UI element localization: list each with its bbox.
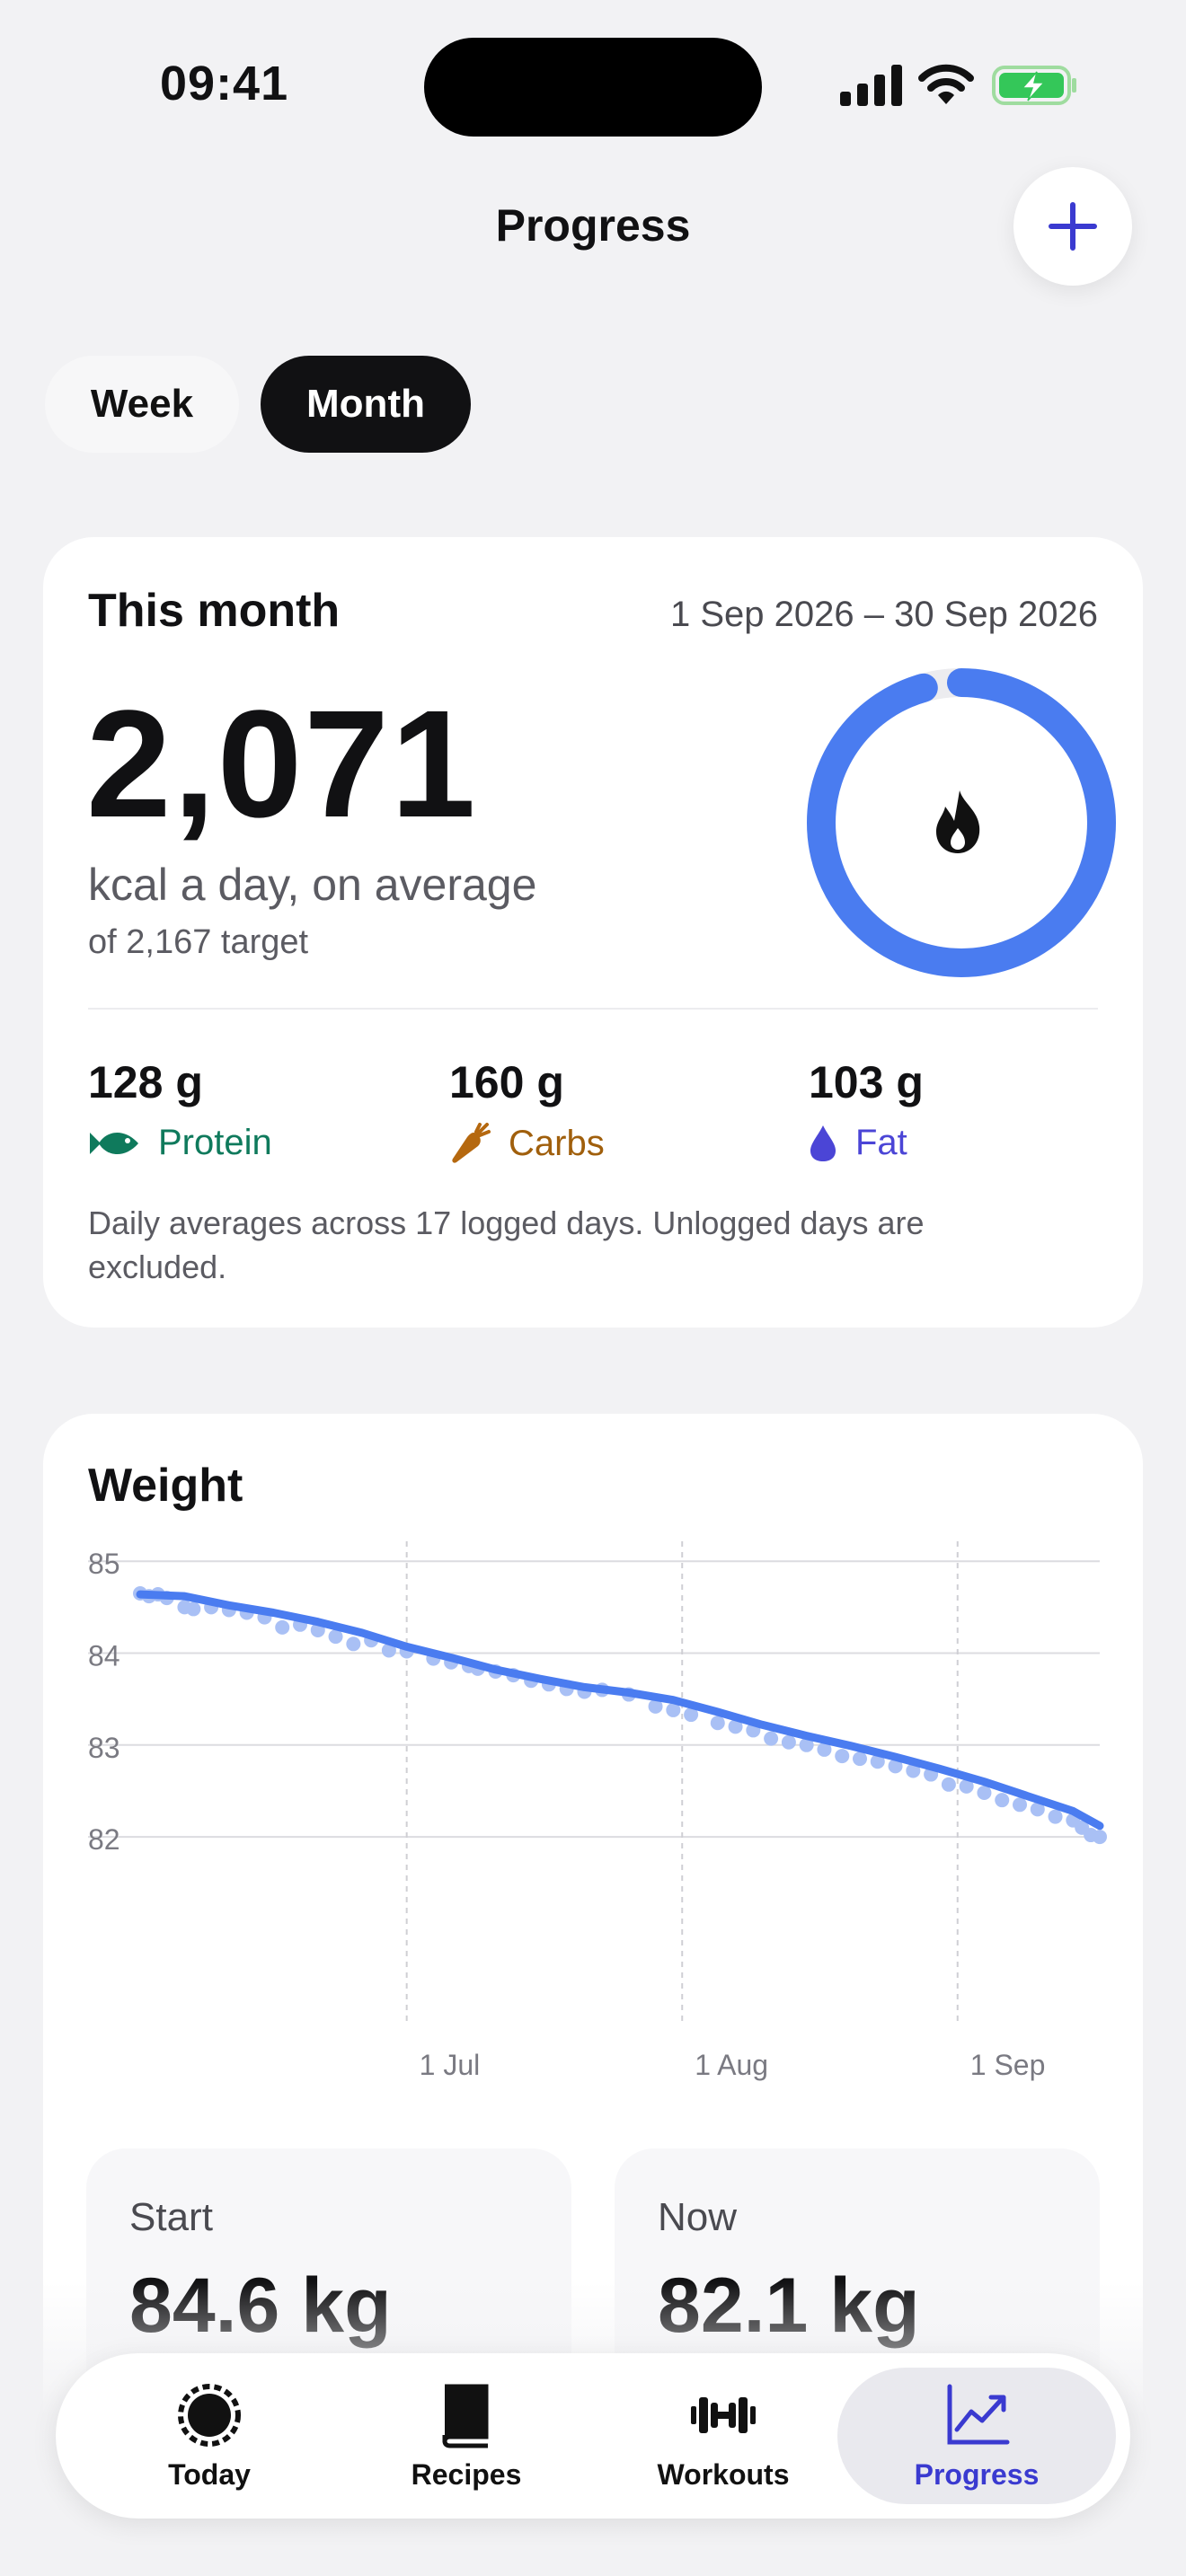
weight-point (186, 1601, 201, 1617)
weight-point (781, 1734, 796, 1750)
weight-point (817, 1742, 832, 1757)
tab-workouts[interactable]: Workouts (584, 2368, 863, 2504)
page-title: Progress (495, 200, 691, 251)
tab-workouts-label: Workouts (657, 2457, 790, 2491)
chart-trend-icon (947, 2384, 1010, 2444)
weight-point (346, 1636, 361, 1652)
weight-point (381, 1643, 396, 1658)
weight-point (799, 1737, 814, 1752)
weight-trend-line (136, 1590, 1104, 1831)
weight-point (648, 1698, 663, 1714)
weight-point (888, 1759, 903, 1774)
weight-point (941, 1777, 956, 1792)
weight-chart: 85 84 83 82 1 Jul 1 Aug 1 Sep (88, 1539, 1107, 2081)
dynamic-island (424, 38, 762, 137)
today-ring-icon (178, 2383, 241, 2447)
weight-point (1030, 1802, 1045, 1817)
add-entry-button[interactable] (1013, 167, 1132, 286)
averages-note: Daily averages across 17 logged days. Un… (88, 1204, 925, 1285)
now-label: Now (658, 2195, 738, 2239)
segment-week[interactable]: Week (45, 356, 239, 453)
weight-point (977, 1785, 992, 1800)
tab-bar: Today Recipes Workouts Progress (56, 2353, 1130, 2519)
cellular-signal-icon (840, 65, 902, 106)
status-bar: 09:41 (0, 0, 1186, 171)
segment-month[interactable]: Month (261, 356, 471, 453)
tab-recipes[interactable]: Recipes (327, 2368, 606, 2504)
divider (88, 1008, 1098, 1010)
average-kcal-label: kcal a day, on average (88, 860, 537, 910)
weight-point (995, 1793, 1010, 1808)
status-time: 09:41 (160, 57, 289, 110)
tab-progress-label: Progress (914, 2457, 1040, 2491)
plus-icon (1049, 202, 1097, 251)
y-tick-label: 83 (88, 1732, 120, 1764)
weight-point (853, 1751, 867, 1767)
weight-point (666, 1702, 681, 1717)
x-tick-label: 1 Sep (970, 2049, 1046, 2081)
month-summary-card: This month 1 Sep 2026 – 30 Sep 2026 2,07… (43, 537, 1143, 1328)
weight-point (835, 1749, 850, 1764)
weight-point (959, 1778, 974, 1794)
average-kcal: 2,071 (86, 679, 478, 850)
calorie-progress-ring (807, 668, 1116, 977)
x-tick-label: 1 Jul (420, 2049, 481, 2081)
weight-card-title: Weight (88, 1460, 243, 1512)
drop-icon (810, 1125, 836, 1161)
weight-point (684, 1707, 699, 1723)
tab-today-label: Today (168, 2457, 251, 2491)
carrot-icon (452, 1123, 491, 1163)
battery-charging-icon (992, 66, 1076, 105)
weight-point (1048, 1809, 1063, 1824)
macro-carbs: 160 g Carbs (449, 1056, 605, 1164)
macro-fat: 103 g Fat (809, 1056, 924, 1163)
y-tick-label: 82 (88, 1823, 120, 1856)
y-tick-label: 84 (88, 1640, 120, 1672)
weight-point (1093, 1830, 1107, 1845)
weight-point (275, 1619, 290, 1635)
tab-today[interactable]: Today (70, 2368, 349, 2504)
kcal-target: of 2,167 target (88, 923, 309, 961)
carbs-label: Carbs (509, 1123, 605, 1163)
weight-point (906, 1763, 921, 1778)
weight-point (328, 1629, 343, 1645)
dumbbell-icon (691, 2396, 756, 2433)
weight-point (870, 1754, 885, 1769)
flame-icon (936, 790, 980, 853)
fat-value: 103 g (809, 1057, 924, 1107)
book-icon (442, 2384, 489, 2448)
protein-label: Protein (158, 1123, 272, 1162)
tab-recipes-label: Recipes (411, 2457, 522, 2491)
weight-point (764, 1731, 779, 1746)
protein-value: 128 g (88, 1057, 203, 1107)
fish-icon (90, 1132, 138, 1154)
wifi-icon (918, 64, 974, 104)
start-label: Start (129, 2195, 213, 2239)
date-range: 1 Sep 2026 – 30 Sep 2026 (670, 595, 1098, 634)
weight-point (1013, 1797, 1027, 1813)
fat-label: Fat (855, 1123, 907, 1162)
tab-progress[interactable]: Progress (837, 2368, 1116, 2504)
month-card-title: This month (88, 585, 341, 637)
weight-point (728, 1719, 743, 1734)
weight-point (710, 1716, 725, 1731)
carbs-value: 160 g (449, 1057, 564, 1107)
y-tick-label: 85 (88, 1548, 120, 1580)
macro-protein: 128 g Protein (88, 1056, 272, 1163)
x-tick-label: 1 Aug (695, 2049, 768, 2081)
